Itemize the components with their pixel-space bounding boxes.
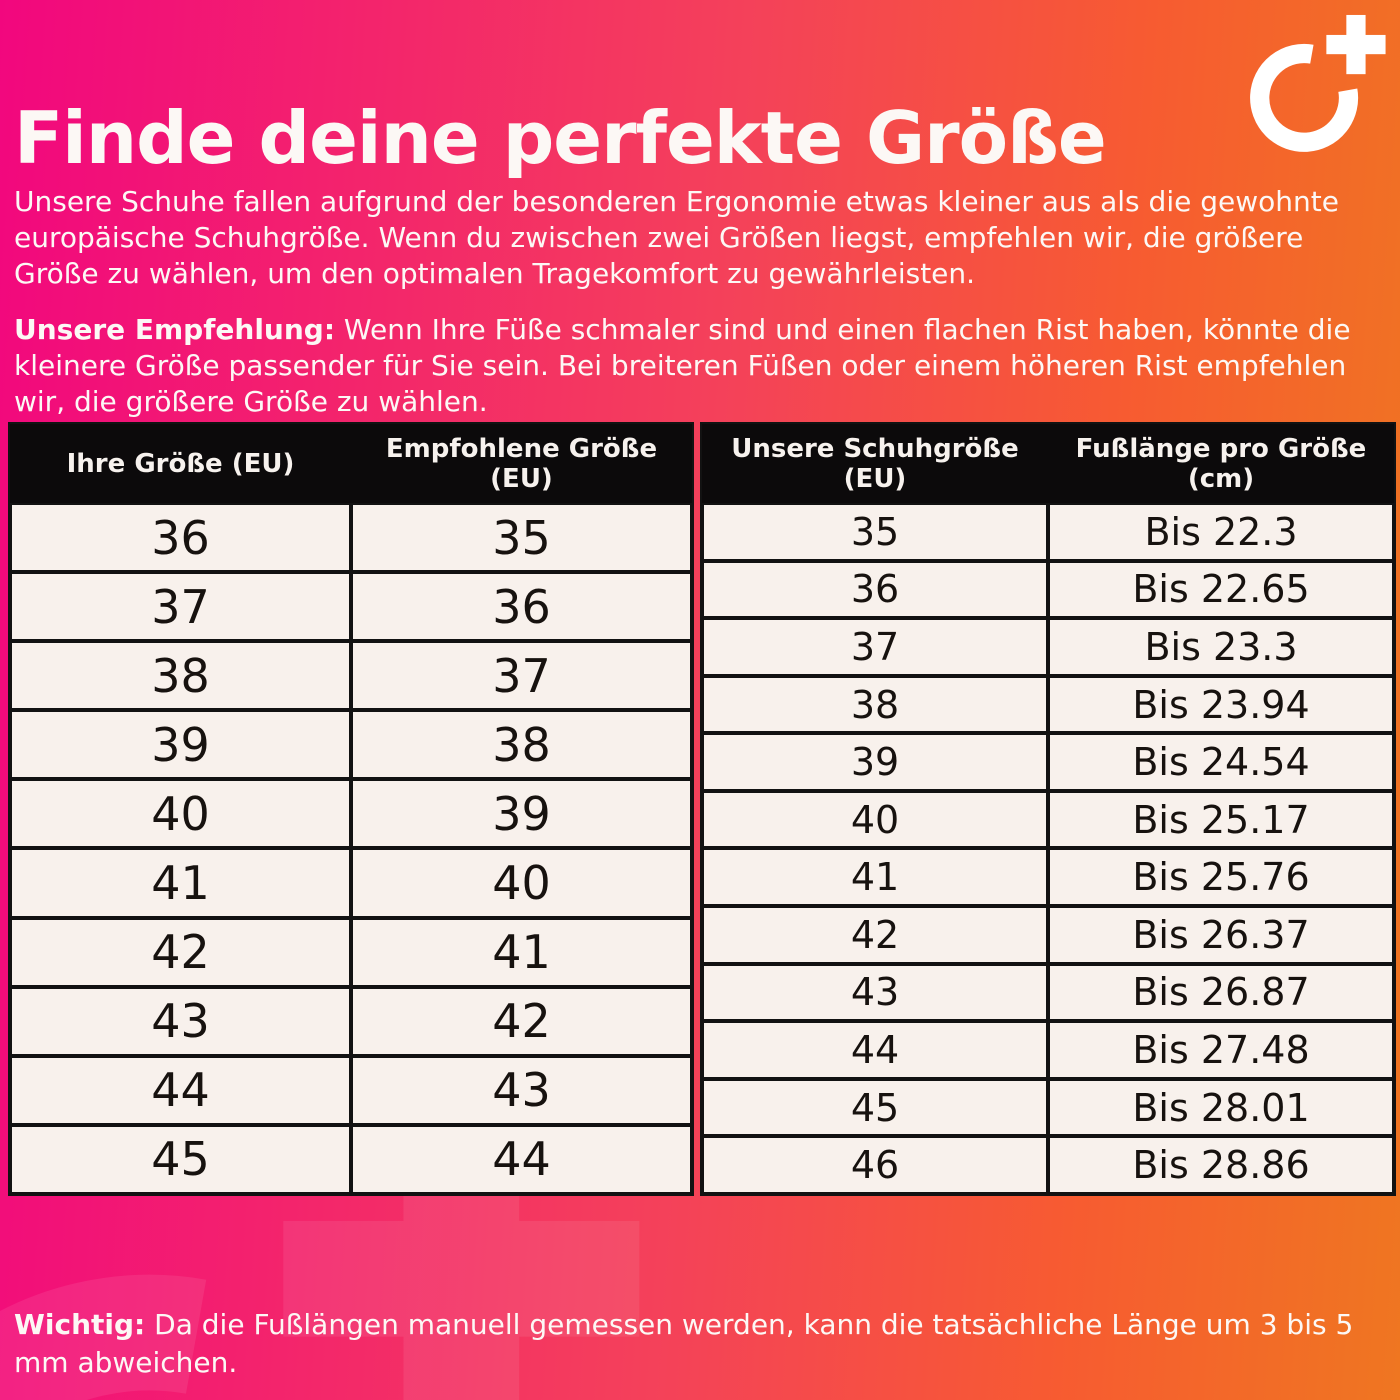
column-header-foot-length: Fußlänge pro Größe (cm) (1075, 433, 1367, 494)
table-cell: 45 (702, 1078, 1048, 1137)
table-cell: 40 (702, 790, 1048, 849)
table-cell: Bis 22.3 (1048, 503, 1394, 561)
table-cell: 41 (702, 848, 1048, 907)
table-cell: 44 (702, 1021, 1048, 1079)
intro-text: Unsere Schuhe fallen aufgrund der besond… (14, 185, 1339, 290)
column-header-recommended-size: Empfohlene Größe (EU) (385, 433, 658, 494)
important-note-text: Da die Fußlängen manuell gemessen werden… (14, 1308, 1354, 1379)
table-cell: Bis 25.17 (1048, 790, 1394, 849)
table-cell: 39 (351, 779, 692, 849)
table-cell: 36 (10, 503, 351, 573)
table-cell: Bis 24.54 (1048, 733, 1394, 791)
recommendation-text: Wenn Ihre Füße schmaler sind und einen f… (14, 313, 1351, 418)
table-cell: 44 (351, 1124, 692, 1194)
table-cell: 40 (351, 848, 692, 918)
table-row: 45 44 (10, 1124, 692, 1194)
table-cell: 43 (351, 1055, 692, 1125)
table-cell: Bis 23.3 (1048, 618, 1394, 676)
table-cell: Bis 27.48 (1048, 1021, 1394, 1079)
table-row: 43 Bis 26.87 (702, 963, 1394, 1022)
important-note: Wichtig: Da die Fußlängen manuell gemess… (14, 1306, 1394, 1382)
table-row: 42 41 (10, 917, 692, 987)
table-cell: 41 (10, 848, 351, 918)
table-row: 41 40 (10, 848, 692, 918)
table-cell: 42 (10, 917, 351, 987)
table-row: 38 Bis 23.94 (702, 675, 1394, 734)
table-row: 39 38 (10, 710, 692, 780)
table-cell: Bis 25.76 (1048, 848, 1394, 907)
table-cell: Bis 26.87 (1048, 963, 1394, 1022)
table-body: 35 Bis 22.3 36 Bis 22.65 37 Bis 23.3 38 Bis … (702, 503, 1394, 1194)
recommendation-label: Unsere Empfehlung: (14, 313, 336, 346)
table-cell: 37 (10, 572, 351, 642)
column-header-your-size: Ihre Größe (EU) (66, 448, 295, 479)
table-cell: 46 (702, 1136, 1048, 1194)
size-conversion-table: Ihre Größe (EU) Empfohlene Größe (EU) 36… (8, 422, 694, 1196)
table-header-row: Unsere Schuhgröße (EU) Fußlänge pro Größ… (702, 424, 1394, 503)
table-row: 39 Bis 24.54 (702, 733, 1394, 791)
table-cell: 43 (702, 963, 1048, 1022)
brand-circle-plus-icon (1250, 14, 1386, 152)
table-body: 36 35 37 36 38 37 39 38 40 39 41 40 42 41 43 42 … (10, 503, 692, 1194)
table-cell: 36 (351, 572, 692, 642)
table-row: 37 Bis 23.3 (702, 618, 1394, 676)
table-cell: Bis 28.86 (1048, 1136, 1394, 1194)
intro-paragraph: Unsere Schuhe fallen aufgrund der besond… (14, 184, 1394, 292)
table-cell: Bis 26.37 (1048, 906, 1394, 964)
table-row: 44 Bis 27.48 (702, 1021, 1394, 1079)
table-cell: 41 (351, 917, 692, 987)
table-row: 35 Bis 22.3 (702, 503, 1394, 561)
table-row: 36 35 (10, 503, 692, 573)
table-cell: 43 (10, 986, 351, 1056)
table-cell: Bis 22.65 (1048, 560, 1394, 619)
table-row: 40 Bis 25.17 (702, 790, 1394, 849)
table-cell: 38 (351, 710, 692, 780)
table-cell: 38 (702, 675, 1048, 734)
table-cell: 44 (10, 1055, 351, 1125)
table-cell: 37 (702, 618, 1048, 676)
table-row: 46 Bis 28.86 (702, 1136, 1394, 1194)
foot-length-table: Unsere Schuhgröße (EU) Fußlänge pro Größ… (700, 422, 1396, 1196)
table-row: 38 37 (10, 641, 692, 711)
table-cell: 36 (702, 560, 1048, 619)
table-cell: 45 (10, 1124, 351, 1194)
table-row: 43 42 (10, 986, 692, 1056)
table-cell: 35 (702, 503, 1048, 561)
table-row: 40 39 (10, 779, 692, 849)
column-header-shoe-size: Unsere Schuhgröße (EU) (731, 433, 1019, 494)
table-cell: 39 (702, 733, 1048, 791)
table-row: 37 36 (10, 572, 692, 642)
recommendation-paragraph: Unsere Empfehlung: Wenn Ihre Füße schmal… (14, 312, 1394, 420)
important-note-label: Wichtig: (14, 1308, 146, 1341)
table-cell: 39 (10, 710, 351, 780)
table-cell: 40 (10, 779, 351, 849)
table-row: 36 Bis 22.65 (702, 560, 1394, 619)
table-cell: Bis 28.01 (1048, 1078, 1394, 1137)
table-row: 44 43 (10, 1055, 692, 1125)
table-cell: 38 (10, 641, 351, 711)
table-cell: Bis 23.94 (1048, 675, 1394, 734)
table-row: 42 Bis 26.37 (702, 906, 1394, 964)
table-header-row: Ihre Größe (EU) Empfohlene Größe (EU) (10, 424, 692, 503)
table-cell: 37 (351, 641, 692, 711)
table-cell: 35 (351, 503, 692, 573)
table-row: 41 Bis 25.76 (702, 848, 1394, 907)
page-title: Finde deine perfekte Größe (14, 96, 1107, 181)
table-cell: 42 (702, 906, 1048, 964)
table-cell: 42 (351, 986, 692, 1056)
table-row: 45 Bis 28.01 (702, 1078, 1394, 1137)
